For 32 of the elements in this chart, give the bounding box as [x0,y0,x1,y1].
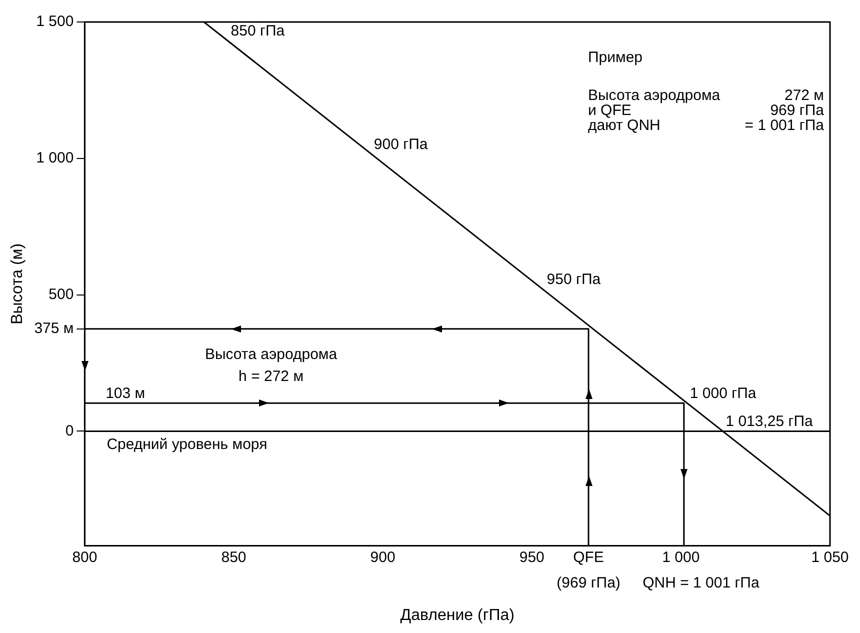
y-tick-label: 1 000 [36,150,74,167]
x-tick-label: 850 [221,548,246,566]
x-tick-label: 1 050 [811,548,849,566]
annotation: h = 272 м [238,368,304,385]
annotation: 103 м [106,384,146,402]
text: (969 гПа) [556,574,620,592]
y-axis-title: Высота (м) [9,243,26,324]
x-tick-label: 950 [519,548,544,566]
x-tick-label: 900 [370,548,396,566]
annotation: 272 м [784,87,824,104]
annotation: 900 гПа [374,136,428,153]
y-tick-label: 1 500 [36,13,74,30]
y-tick-label: 500 [48,286,74,303]
ref-line-label: Средний уровень моря [106,436,268,453]
x-tick-label: QFE [573,548,604,566]
annotation: 1 013,25 гПа [726,412,814,430]
annotation: 1 000 гПа [690,384,757,402]
annotation: и QFE [588,102,632,119]
annotation: Высота аэродрома [204,346,338,363]
text: QNH = 1 001 гПа [642,574,760,592]
x-tick-label: 800 [72,548,98,566]
annotation: 969 гПа [770,102,825,119]
annotation: 850 гПа [230,22,286,40]
y-tick-label: 0 [65,422,74,440]
annotation: Высота аэродрома [588,87,721,104]
annotation: 950 гПа [546,270,602,288]
x-tick-label: 1 000 [662,548,700,566]
y-tick-label: 375 м [34,320,74,338]
x-axis-title: Давление (гПа) [400,606,514,624]
annotation: Пример [588,49,642,66]
annotation: = 1 001 гПа [744,117,825,134]
annotation: дают QNH [588,117,660,134]
